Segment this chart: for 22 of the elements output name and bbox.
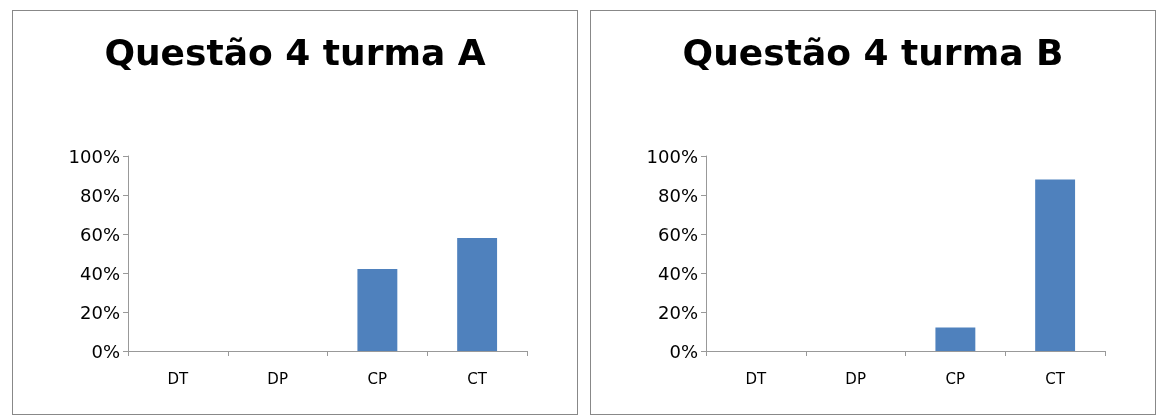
y-tick-label: 20% bbox=[657, 301, 698, 323]
chart-title: Questão 4 turma A bbox=[104, 31, 486, 73]
x-tick-label: CT bbox=[467, 369, 488, 388]
y-tick-label: 40% bbox=[79, 262, 120, 284]
x-tick-label: DT bbox=[745, 369, 768, 388]
y-tick-label: 100% bbox=[68, 145, 120, 167]
y-tick-label: 100% bbox=[646, 145, 698, 167]
y-tick-label: 0% bbox=[669, 340, 698, 362]
y-tick-label: 80% bbox=[79, 184, 120, 206]
y-tick-label: 20% bbox=[79, 301, 120, 323]
y-tick-label: 0% bbox=[91, 340, 120, 362]
x-tick-label: CT bbox=[1045, 369, 1066, 388]
x-tick-label: DP bbox=[267, 369, 288, 388]
x-tick-label: DP bbox=[845, 369, 866, 388]
y-tick-label: 60% bbox=[657, 223, 698, 245]
y-tick-label: 40% bbox=[657, 262, 698, 284]
y-tick-label: 80% bbox=[657, 184, 698, 206]
chart-title: Questão 4 turma B bbox=[682, 31, 1064, 73]
x-tick-label: CP bbox=[945, 369, 966, 388]
x-tick-label: DT bbox=[167, 369, 190, 388]
y-tick-label: 60% bbox=[79, 223, 120, 245]
x-tick-label: CP bbox=[367, 369, 388, 388]
